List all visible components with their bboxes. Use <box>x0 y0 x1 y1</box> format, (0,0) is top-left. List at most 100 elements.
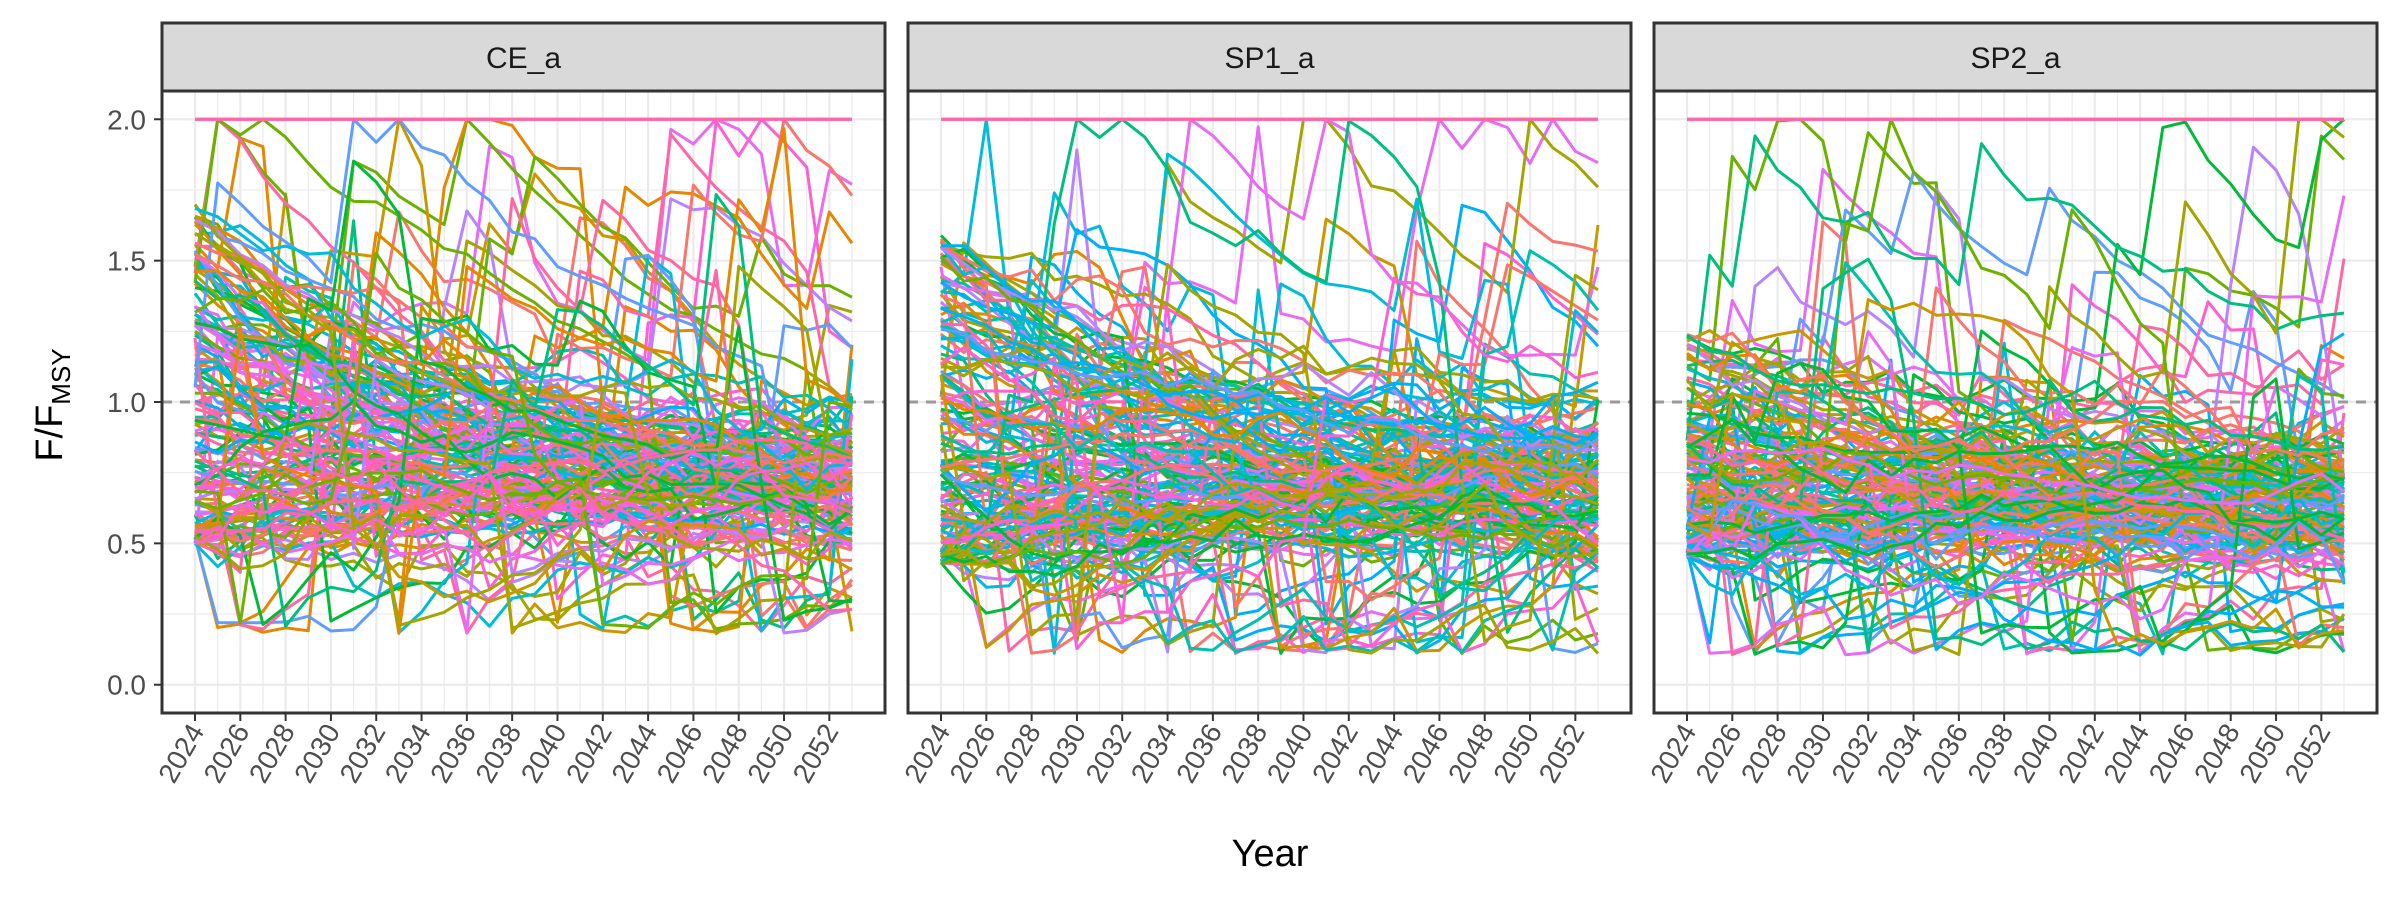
series-line <box>1686 498 2346 583</box>
y-axis-title: F/FMSY <box>29 348 76 461</box>
series-line <box>940 461 1599 545</box>
series-line <box>1686 491 2345 539</box>
series-line <box>194 127 853 635</box>
x-tick-label: 2044 <box>2097 719 2155 788</box>
y-axis: 0.0 0.5 1.0 1.5 2.0 <box>107 104 162 701</box>
series-line <box>1686 418 2345 542</box>
series-line <box>940 278 1599 446</box>
x-tick-label: 2034 <box>1125 719 1183 788</box>
series-line <box>940 416 1599 549</box>
x-tick-label: 2028 <box>989 719 1047 788</box>
x-tick-label: 2024 <box>152 719 210 788</box>
x-tick-label: 2042 <box>2052 719 2110 788</box>
series-line <box>1686 145 2346 500</box>
x-tick-label: 2038 <box>469 719 527 788</box>
series-line <box>940 241 1599 403</box>
series-line <box>193 428 853 547</box>
x-tick-label: 2026 <box>198 719 256 788</box>
series-line <box>940 506 1599 544</box>
x-tick-label: 2036 <box>1916 719 1974 788</box>
x-tick-label: 2040 <box>2007 719 2065 788</box>
facet-strip <box>1652 21 2379 93</box>
series-line <box>194 450 853 545</box>
series-line <box>194 370 854 636</box>
series-lines <box>1685 117 2346 657</box>
panel-border <box>1652 89 2379 715</box>
series-line <box>1686 118 2346 656</box>
x-tick-label: 2040 <box>515 719 573 788</box>
panel-border <box>906 89 1633 715</box>
facet-panel-ce-a: CE_a 202420262028203020322034203620382040… <box>152 21 887 788</box>
series-line <box>1686 454 2345 561</box>
y-tick-label: 0.5 <box>107 528 146 559</box>
y-tick-label: 2.0 <box>107 104 146 135</box>
series-line <box>940 247 1600 655</box>
x-tick-label: 2048 <box>696 719 754 788</box>
x-tick-label: 2046 <box>651 719 709 788</box>
y-tick-label: 1.5 <box>107 246 146 277</box>
x-tick-label: 2046 <box>1397 719 1455 788</box>
x-tick-label: 2036 <box>424 719 482 788</box>
series-line <box>940 290 1599 490</box>
series-line <box>193 268 853 635</box>
series-line <box>194 206 853 492</box>
x-tick-label: 2052 <box>787 719 845 788</box>
series-line <box>940 432 1599 494</box>
x-tick-label: 2050 <box>2233 719 2291 788</box>
series-line <box>1686 298 2345 650</box>
x-tick-label: 2024 <box>898 719 956 788</box>
series-line <box>940 311 1600 521</box>
facet-strip-label: SP2_a <box>1970 42 2060 75</box>
facet-strip <box>160 21 887 93</box>
series-line <box>194 399 854 533</box>
series-line <box>940 276 1599 624</box>
x-tick-label: 2052 <box>1533 719 1591 788</box>
series-line <box>1686 333 2345 452</box>
series-line <box>940 152 1600 468</box>
x-tick-label: 2042 <box>560 719 618 788</box>
x-tick-label: 2032 <box>333 719 391 788</box>
series-line <box>1686 482 2345 569</box>
x-tick-label: 2028 <box>1735 719 1793 788</box>
x-tick-label: 2044 <box>1351 719 1409 788</box>
series-line <box>193 304 853 472</box>
series-line <box>194 288 853 458</box>
x-tick-label: 2050 <box>1487 719 1545 788</box>
x-tick-label: 2038 <box>1961 719 2019 788</box>
x-tick-label: 2024 <box>1644 719 1702 788</box>
series-line <box>1686 378 2346 656</box>
x-tick-label: 2036 <box>1170 719 1228 788</box>
x-tick-label: 2028 <box>243 719 301 788</box>
x-tick-label: 2034 <box>1871 719 1929 788</box>
facet-panels: CE_a202420262028203020322034203620382040… <box>152 21 2379 788</box>
x-tick-label: 2048 <box>1442 719 1500 788</box>
series-line <box>1686 351 2345 567</box>
x-tick-label: 2030 <box>288 719 346 788</box>
series-line <box>194 516 853 586</box>
x-tick-label: 2042 <box>1306 719 1364 788</box>
series-line <box>940 228 1600 655</box>
y-axis-title-main: F/F <box>29 405 71 462</box>
y-tick-label: 0.0 <box>107 670 146 701</box>
x-tick-label: 2026 <box>1690 719 1748 788</box>
series-line <box>940 263 1599 655</box>
facet-panel-sp2-a: SP2_a20242026202820302032203420362038204… <box>1644 21 2379 788</box>
x-tick-label: 2038 <box>1215 719 1273 788</box>
series-line <box>939 245 1599 458</box>
x-axis-title: Year <box>1232 833 1309 875</box>
series-line <box>940 244 1599 443</box>
x-tick-label: 2032 <box>1079 719 1137 788</box>
series-line <box>1686 402 2345 518</box>
series-line <box>1686 330 2345 656</box>
series-line <box>940 442 1599 540</box>
facet-strip <box>906 21 1633 93</box>
series-line <box>1685 257 2346 653</box>
series-line <box>940 482 1599 559</box>
series-line <box>1685 471 2345 655</box>
series-line <box>1686 399 2345 509</box>
series-line <box>940 323 1599 654</box>
series-line <box>194 407 853 496</box>
x-tick-label: 2030 <box>1780 719 1838 788</box>
x-tick-label: 2044 <box>605 719 663 788</box>
